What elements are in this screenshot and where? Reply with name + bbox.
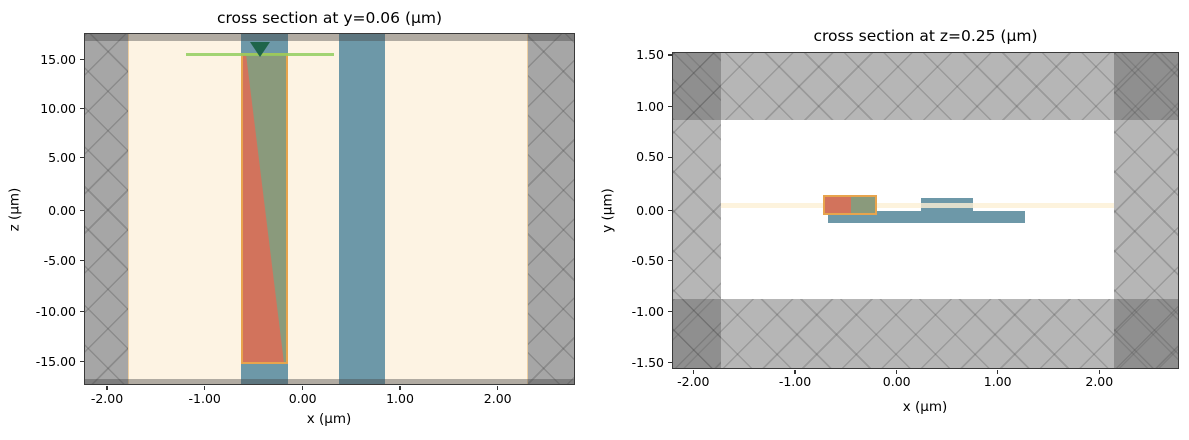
waveguide-cross-section bbox=[851, 197, 875, 213]
x-tick bbox=[496, 386, 499, 390]
x-tick bbox=[106, 386, 108, 390]
x-tick bbox=[203, 386, 206, 390]
boundary-strip-bottom bbox=[85, 379, 574, 384]
y-tick-label: 15.00 bbox=[40, 51, 76, 67]
y-tick bbox=[79, 209, 84, 212]
y-tick-label: -1.00 bbox=[631, 303, 664, 319]
y-tick bbox=[667, 209, 672, 212]
x-tick bbox=[996, 370, 999, 374]
x-tick bbox=[1098, 370, 1100, 374]
slab-bar bbox=[828, 211, 1025, 223]
y-tick bbox=[79, 259, 84, 262]
left-xlabel: x (μm) bbox=[306, 411, 352, 427]
y-tick-label: 5.00 bbox=[48, 149, 76, 165]
left-plot-area bbox=[84, 33, 575, 385]
x-tick-label: 2.00 bbox=[1085, 374, 1114, 389]
y-tick bbox=[79, 107, 84, 110]
pml-left-band bbox=[673, 53, 721, 368]
y-tick-label: 1.50 bbox=[636, 47, 664, 62]
x-tick bbox=[692, 370, 694, 374]
y-tick bbox=[79, 58, 84, 61]
y-tick-label: -10.00 bbox=[35, 303, 76, 319]
right-xlabel: x (μm) bbox=[902, 399, 948, 415]
y-tick-label: -5.00 bbox=[43, 252, 76, 268]
thin-film-line bbox=[721, 203, 1114, 208]
x-tick-label: -1.00 bbox=[778, 374, 812, 389]
x-tick-label: -2.00 bbox=[677, 374, 710, 389]
x-tick bbox=[301, 386, 304, 390]
y-tick bbox=[667, 361, 672, 364]
y-tick-label: -0.50 bbox=[631, 252, 664, 268]
y-tick bbox=[79, 156, 84, 159]
monitor-box bbox=[241, 53, 288, 364]
y-tick bbox=[667, 310, 672, 313]
x-tick bbox=[399, 386, 401, 390]
right-plot-area bbox=[672, 52, 1179, 369]
y-tick-label: -1.50 bbox=[631, 354, 664, 370]
left-plot-title: cross section at y=0.06 (μm) bbox=[216, 9, 443, 27]
y-tick bbox=[79, 360, 84, 363]
pml-right-band bbox=[1114, 53, 1178, 368]
x-tick-label: 0.00 bbox=[288, 391, 317, 406]
y-tick-label: 10.00 bbox=[40, 100, 76, 116]
y-tick-label: 0.50 bbox=[636, 149, 664, 165]
boundary-strip-top bbox=[85, 34, 574, 41]
waveguide-right-stripe bbox=[339, 34, 385, 384]
y-tick-label: 1.00 bbox=[636, 98, 664, 114]
x-tick-label: 1.00 bbox=[983, 374, 1012, 389]
x-tick-label: -2.00 bbox=[90, 391, 124, 406]
y-tick bbox=[79, 310, 84, 313]
x-tick-label: 1.00 bbox=[386, 391, 414, 406]
y-tick bbox=[667, 259, 672, 262]
monitor-box bbox=[823, 195, 877, 215]
pml-bottom-band bbox=[673, 299, 1178, 368]
right-plot-title: cross section at z=0.25 (μm) bbox=[813, 27, 1038, 45]
y-tick bbox=[667, 156, 672, 158]
y-tick-label: -15.00 bbox=[35, 353, 76, 369]
left-ylabel: z (μm) bbox=[6, 187, 23, 232]
taper-cross-section bbox=[825, 197, 851, 213]
right-ylabel: y (μm) bbox=[599, 188, 616, 233]
x-tick-label: -1.00 bbox=[188, 391, 221, 406]
background-medium-box bbox=[128, 34, 528, 384]
x-tick bbox=[794, 370, 796, 374]
y-tick bbox=[667, 105, 672, 108]
x-tick-label: 0.00 bbox=[882, 374, 911, 389]
y-tick-label: 0.00 bbox=[48, 202, 76, 218]
x-tick-label: 2.00 bbox=[483, 391, 512, 406]
y-tick-label: 0.00 bbox=[636, 202, 664, 218]
pml-top-band bbox=[673, 53, 1178, 120]
x-tick bbox=[895, 370, 898, 374]
y-tick bbox=[667, 54, 672, 56]
